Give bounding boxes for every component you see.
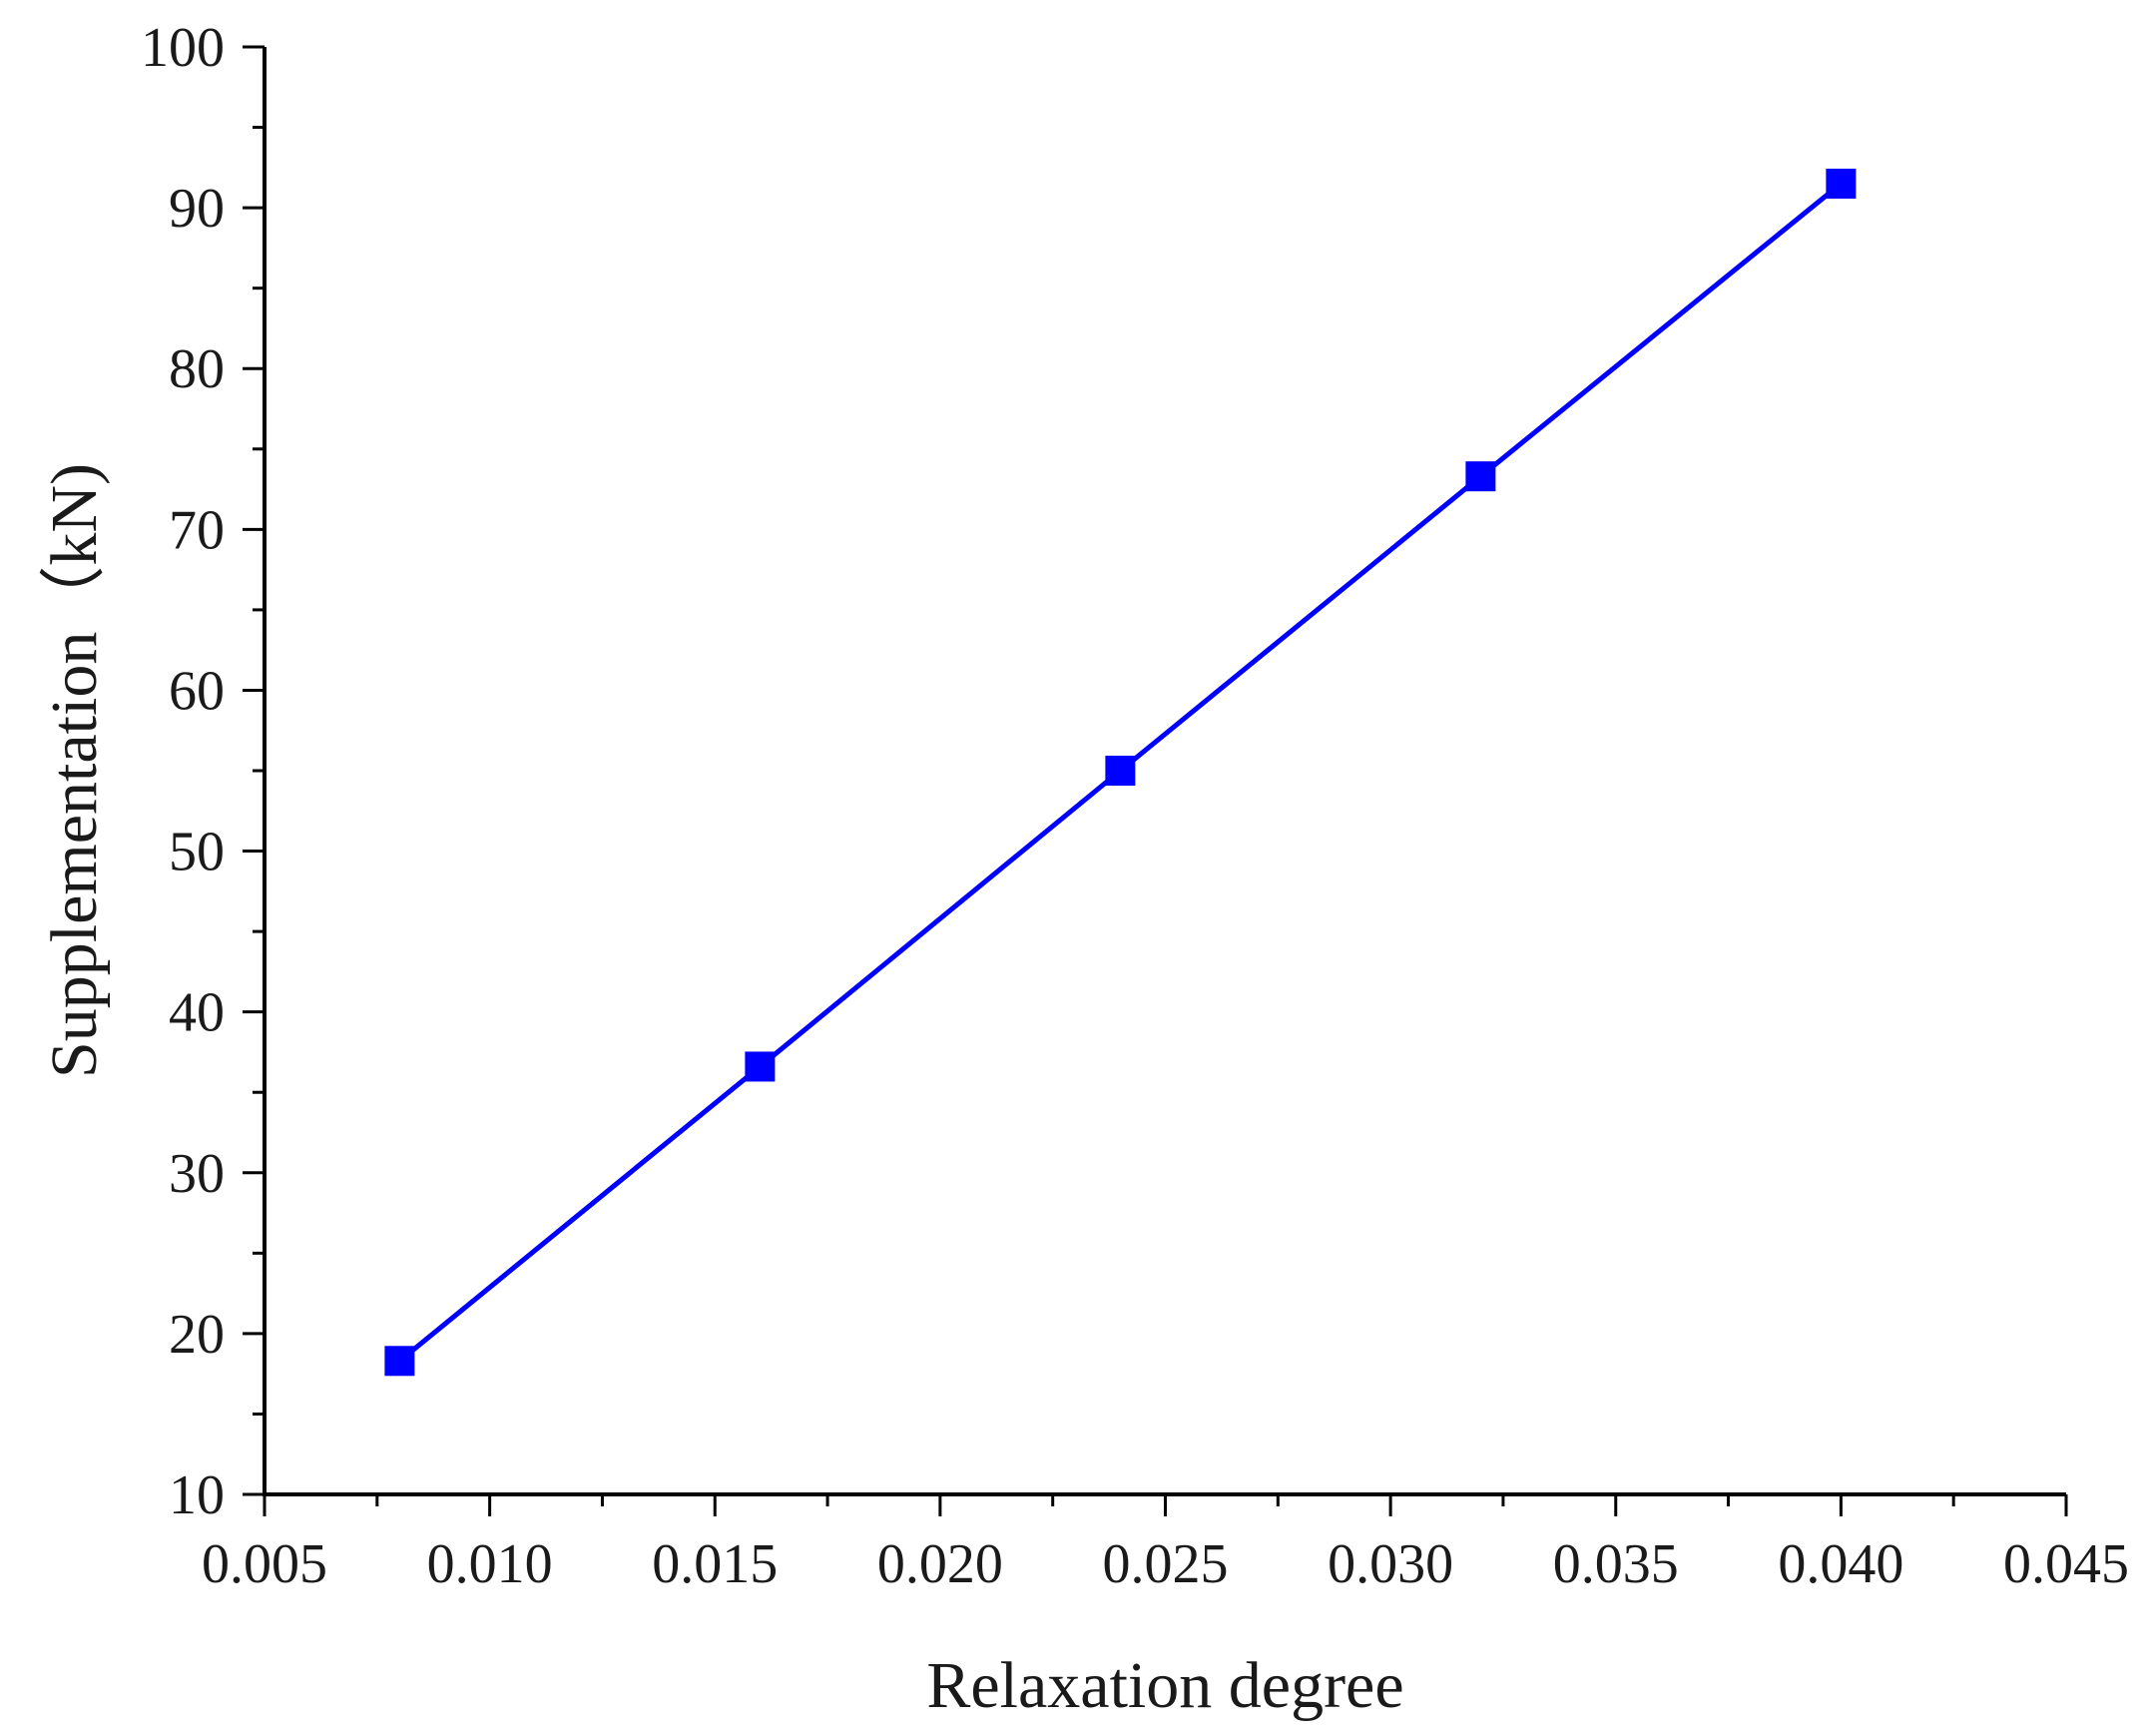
y-tick-label: 10 xyxy=(169,1464,225,1526)
x-tick-label: 0.040 xyxy=(1778,1533,1903,1595)
y-tick-label: 90 xyxy=(169,178,225,240)
x-axis-title: Relaxation degree xyxy=(926,1649,1403,1722)
plot-area xyxy=(384,168,1857,1377)
x-tick-label: 0.025 xyxy=(1103,1533,1229,1595)
x-tick-label: 0.030 xyxy=(1328,1533,1453,1595)
x-tick-label: 0.015 xyxy=(652,1533,778,1595)
data-point-marker xyxy=(384,1346,415,1377)
x-tick-label: 0.045 xyxy=(2003,1533,2129,1595)
y-tick-label: 40 xyxy=(169,982,225,1044)
y-tick-label: 80 xyxy=(169,338,225,400)
data-point-marker xyxy=(1826,168,1857,199)
data-point-marker xyxy=(1105,756,1136,786)
data-point-marker xyxy=(745,1051,776,1082)
y-tick-label: 100 xyxy=(141,17,225,79)
axes xyxy=(263,47,2066,1496)
x-tick-label: 0.035 xyxy=(1553,1533,1679,1595)
y-tick-label: 50 xyxy=(169,822,225,883)
x-tick-label: 0.005 xyxy=(202,1533,327,1595)
y-axis-title: Supplementation（kN) xyxy=(38,463,111,1078)
x-tick-label: 0.020 xyxy=(877,1533,1003,1595)
x-axis-ticks: 0.005 0.010 0.015 0.020 0.025 0.030 0.035 0.040… xyxy=(202,1494,2129,1595)
y-tick-label: 30 xyxy=(169,1143,225,1205)
x-tick-label: 0.010 xyxy=(427,1533,553,1595)
y-tick-label: 60 xyxy=(169,660,225,722)
y-tick-label: 20 xyxy=(169,1304,225,1366)
data-point-marker xyxy=(1465,461,1496,492)
y-tick-label: 70 xyxy=(169,499,225,561)
y-axis-ticks: 10 20 30 40 50 60 70 80 90 100 xyxy=(141,17,265,1526)
